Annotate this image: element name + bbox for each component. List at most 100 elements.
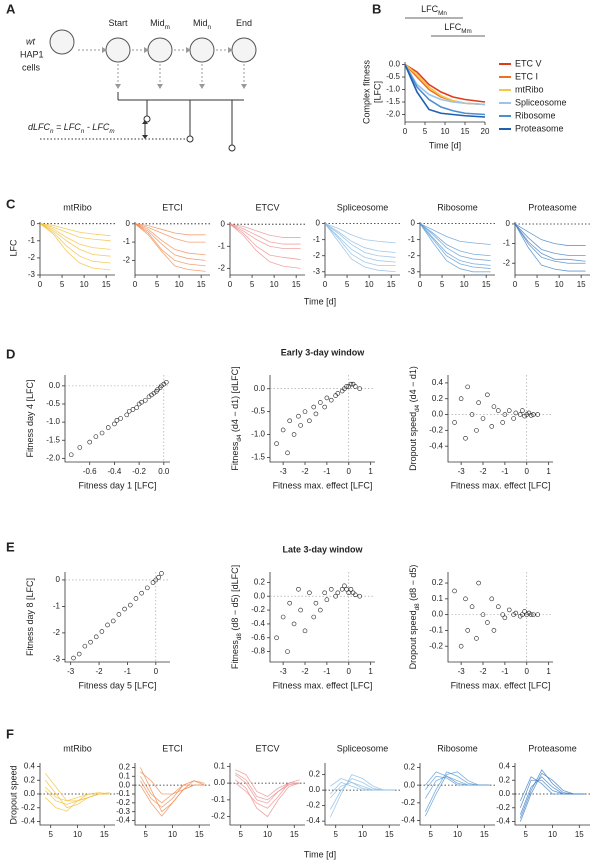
y-tick-label: 0.0 xyxy=(254,591,266,600)
point xyxy=(88,639,93,645)
point xyxy=(285,649,290,654)
point xyxy=(496,408,501,413)
point xyxy=(535,612,540,617)
y-tick-label: -1 xyxy=(28,236,36,245)
x-tick-label: -1 xyxy=(323,467,331,476)
series-line xyxy=(514,223,586,246)
panel-label: F xyxy=(6,726,14,741)
chart-title: Proteasome xyxy=(528,202,577,212)
formula-part: n xyxy=(50,128,54,135)
point xyxy=(287,600,292,606)
axes xyxy=(134,763,210,826)
y-tick-label: -1.0 xyxy=(46,417,60,426)
x-tick-label: 1 xyxy=(546,667,551,676)
y-tick-label: 0.2 xyxy=(432,578,444,587)
double-arrow xyxy=(142,120,148,139)
y-tick-label: -0.5 xyxy=(386,72,400,81)
x-tick-label: -2 xyxy=(479,667,487,676)
y-tick-label: 0.0 xyxy=(432,610,444,619)
x-tick-label: -2 xyxy=(301,667,309,676)
y-tick-label: -0.2 xyxy=(429,425,443,434)
y-axis-label-part: (d4 − d1) xyxy=(408,366,418,405)
y-tick-label: -0.4 xyxy=(116,816,130,825)
annotation: LFCMn xyxy=(421,4,447,17)
y-axis-label-part: d4 xyxy=(414,404,421,412)
y-tick-label: 0 xyxy=(221,219,226,228)
axes xyxy=(324,763,400,826)
x-tick-label: 5 xyxy=(440,280,445,289)
formula-part: - LFC xyxy=(84,122,110,132)
axes xyxy=(514,763,590,826)
x-axis-label: Fitness max. effect [LFC] xyxy=(273,480,373,490)
point xyxy=(452,420,457,425)
x-tick-label: 15 xyxy=(197,280,206,289)
point xyxy=(159,571,164,576)
y-tick-label: 0.0 xyxy=(254,384,266,393)
y-tick-label: -1 xyxy=(503,239,511,248)
y-tick-label: 0.4 xyxy=(499,762,511,771)
cells-label: HAP1 xyxy=(20,49,44,59)
series-line xyxy=(404,64,486,118)
point xyxy=(339,587,345,592)
y-tick-label: -1.5 xyxy=(386,97,400,106)
x-tick-label: 1 xyxy=(546,467,551,476)
legend-label: mtRibo xyxy=(515,84,544,94)
series-line xyxy=(419,223,491,245)
y-tick-label: -2 xyxy=(313,251,321,260)
y-tick-label: -0.4 xyxy=(251,619,265,628)
y-tick-label: 0.2 xyxy=(119,763,131,772)
y-tick-label: 0.0 xyxy=(432,410,444,419)
point xyxy=(469,412,475,417)
point xyxy=(480,612,486,617)
x-axis-label: Time [d] xyxy=(429,140,461,150)
point xyxy=(469,604,475,610)
cell-dish xyxy=(189,37,215,63)
y-tick-label: -0.3 xyxy=(116,807,130,816)
point xyxy=(99,629,105,634)
y-tick-label: -0.1 xyxy=(116,789,130,798)
y-tick-label: -2 xyxy=(53,628,61,637)
y-tick-label: 0.0 xyxy=(214,778,226,787)
point xyxy=(76,651,82,657)
point xyxy=(105,425,111,430)
point xyxy=(333,593,338,599)
point xyxy=(318,607,323,613)
x-tick-label: 0 xyxy=(347,467,352,476)
y-tick-label: 0 xyxy=(316,219,321,228)
panel-label: A xyxy=(6,1,16,16)
x-tick-label: 15 xyxy=(575,830,584,839)
y-axis-label-part: d8 xyxy=(414,603,421,611)
y-tick-label: -0.4 xyxy=(306,816,320,825)
y-axis-label-part: Dropout speed xyxy=(408,610,418,669)
y-tick-label: -1.5 xyxy=(251,453,265,462)
series-line xyxy=(134,223,206,261)
series-line xyxy=(324,223,396,244)
series-line xyxy=(329,774,395,818)
x-tick-label: -2 xyxy=(95,667,103,676)
axes xyxy=(229,763,305,826)
x-tick-label: 0.0 xyxy=(158,467,170,476)
point xyxy=(287,418,292,424)
point xyxy=(458,396,464,402)
x-tick-label: 10 xyxy=(73,830,82,839)
point xyxy=(298,423,303,428)
point xyxy=(307,590,312,596)
series-line xyxy=(404,64,486,116)
point xyxy=(485,392,490,398)
y-tick-label: -0.2 xyxy=(496,803,510,812)
chart-title: Ribosome xyxy=(437,202,478,212)
x-axis-label: Time [d] xyxy=(304,849,336,859)
point xyxy=(99,430,105,436)
y-tick-label: -0.4 xyxy=(21,817,35,826)
arrowheads xyxy=(102,47,247,89)
x-tick-label: -1 xyxy=(501,667,509,676)
arrows xyxy=(78,49,245,84)
series-line xyxy=(330,778,395,791)
series-line xyxy=(235,779,300,818)
series-line xyxy=(419,223,491,257)
y-tick-label: -2 xyxy=(408,251,416,260)
point xyxy=(353,592,358,598)
y-axis-label-part: (d4 − d1) [dLFC] xyxy=(230,366,240,434)
x-tick-label: 5 xyxy=(238,830,243,839)
